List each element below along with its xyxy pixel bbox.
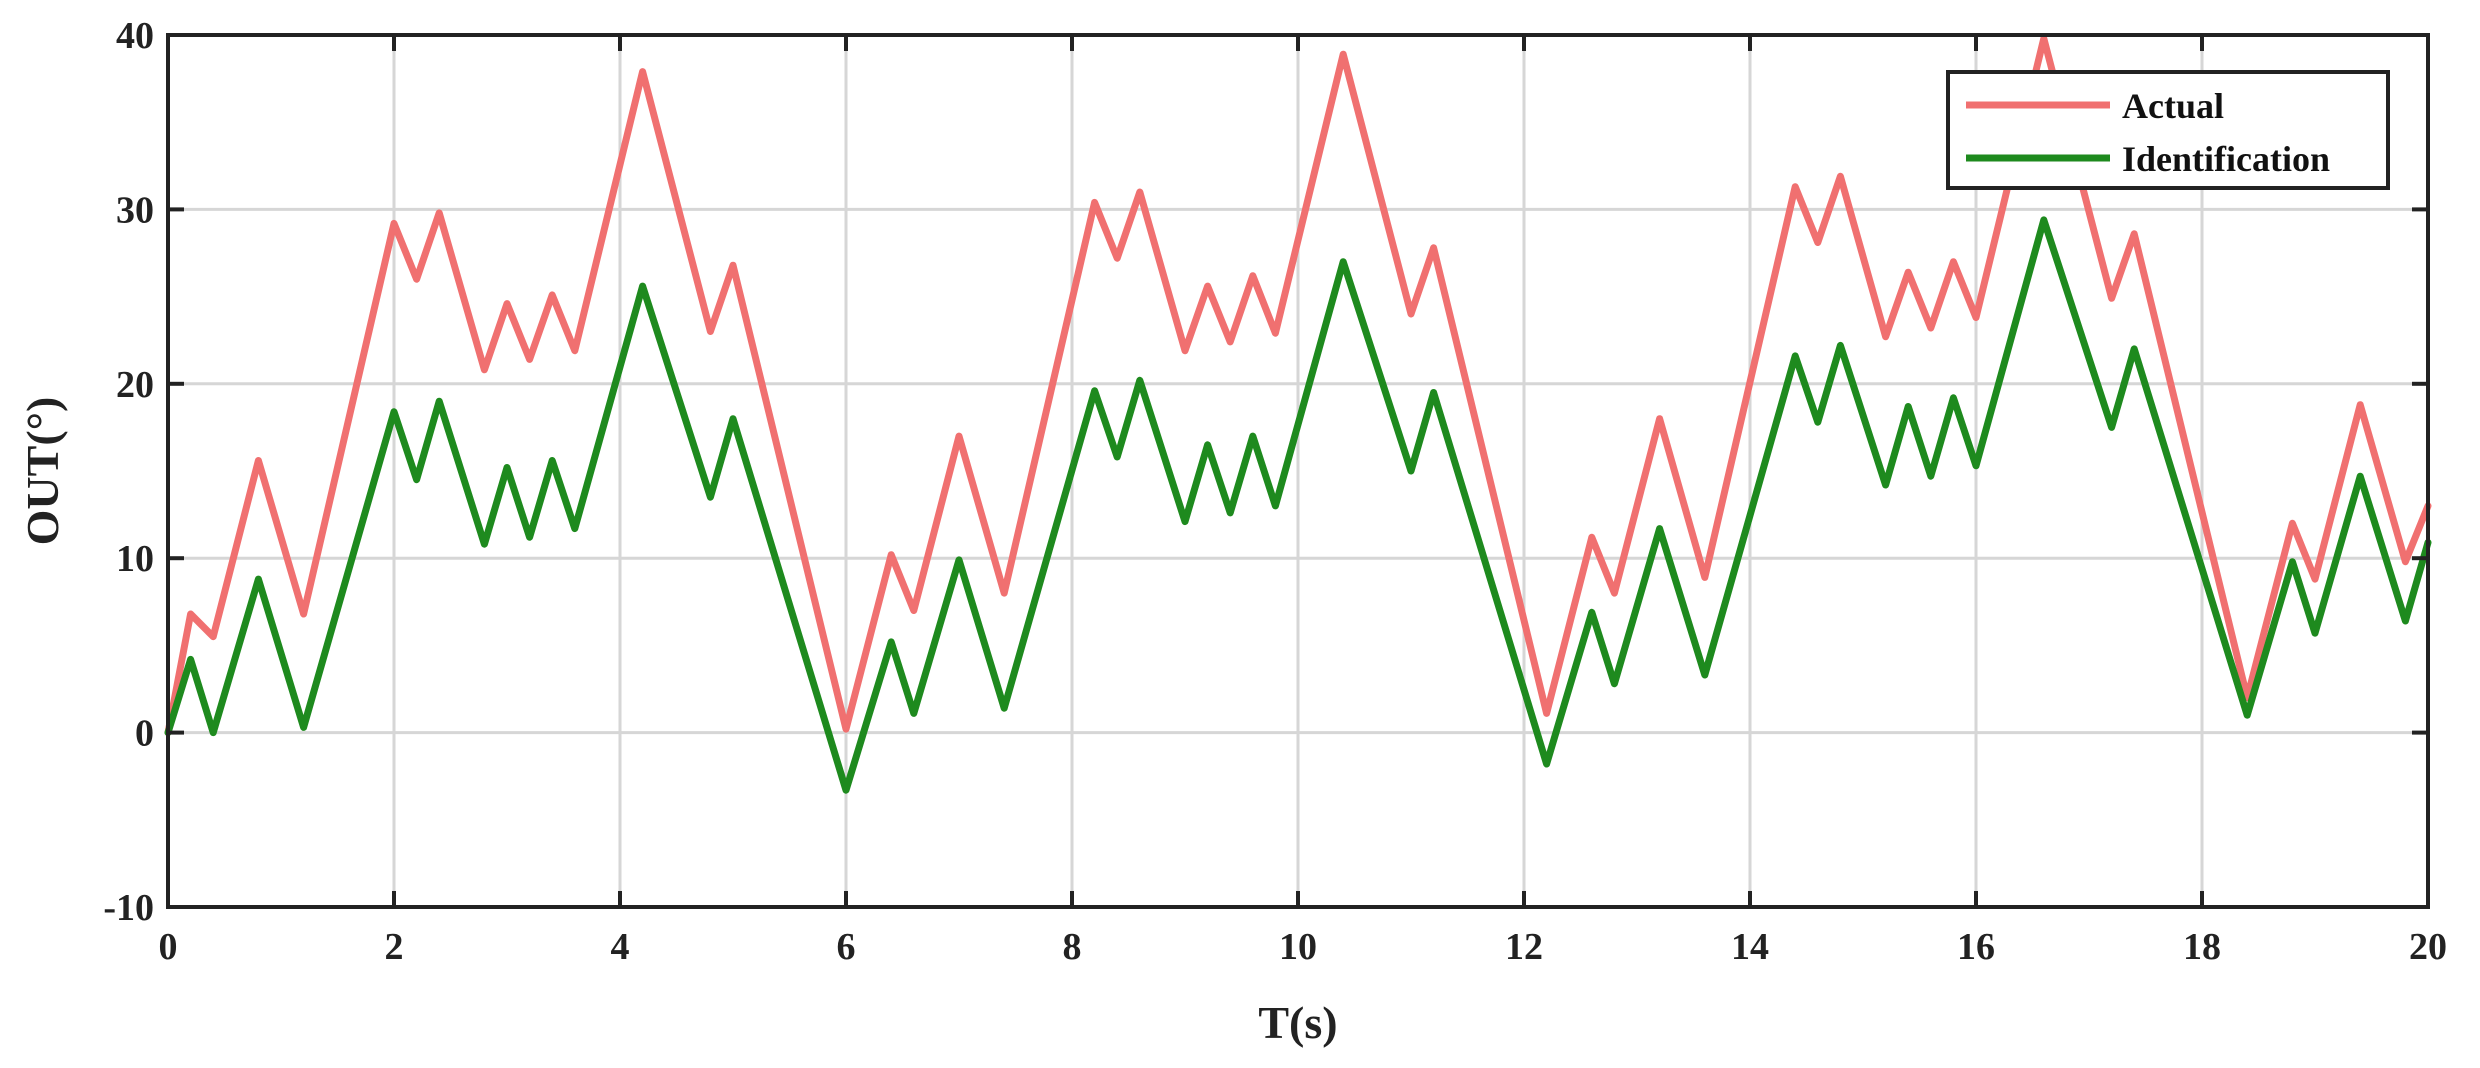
- x-axis-title: T(s): [1258, 997, 1337, 1048]
- x-tick-label: 0: [159, 926, 178, 968]
- y-tick-label: -10: [103, 887, 154, 929]
- x-tick-label: 10: [1279, 926, 1317, 968]
- axis-ticks: [166, 33, 2430, 909]
- legend-box: [1946, 70, 2390, 190]
- series-line-actual: [164, 35, 2432, 737]
- x-tick-label: 4: [611, 926, 630, 968]
- legend-label-actual: Actual: [2122, 86, 2224, 126]
- x-tick-label: 2: [385, 926, 404, 968]
- x-tick-label: 8: [1063, 926, 1082, 968]
- x-tick-label: 6: [837, 926, 856, 968]
- x-tick-label: 20: [2409, 926, 2447, 968]
- y-tick-label: 20: [116, 364, 154, 406]
- y-tick-label: 0: [135, 713, 154, 755]
- y-tick-label: 10: [116, 538, 154, 580]
- y-tick-label: 40: [116, 15, 154, 57]
- y-axis-tick-labels: -10 0 10 20 30 40: [103, 15, 154, 929]
- legend: Actual Identification: [1946, 70, 2390, 190]
- y-axis-title: OUT(°): [17, 397, 68, 546]
- x-tick-label: 18: [2183, 926, 2221, 968]
- legend-label-identification: Identification: [2122, 139, 2330, 179]
- x-tick-label: 14: [1731, 926, 1769, 968]
- series-line-identification: [164, 216, 2432, 794]
- series-layer: [164, 35, 2432, 794]
- x-tick-label: 12: [1505, 926, 1543, 968]
- x-tick-label: 16: [1957, 926, 1995, 968]
- y-tick-label: 30: [116, 189, 154, 231]
- x-axis-tick-labels: 0 2 4 6 8 10 12 14 16 18 20: [159, 926, 2448, 968]
